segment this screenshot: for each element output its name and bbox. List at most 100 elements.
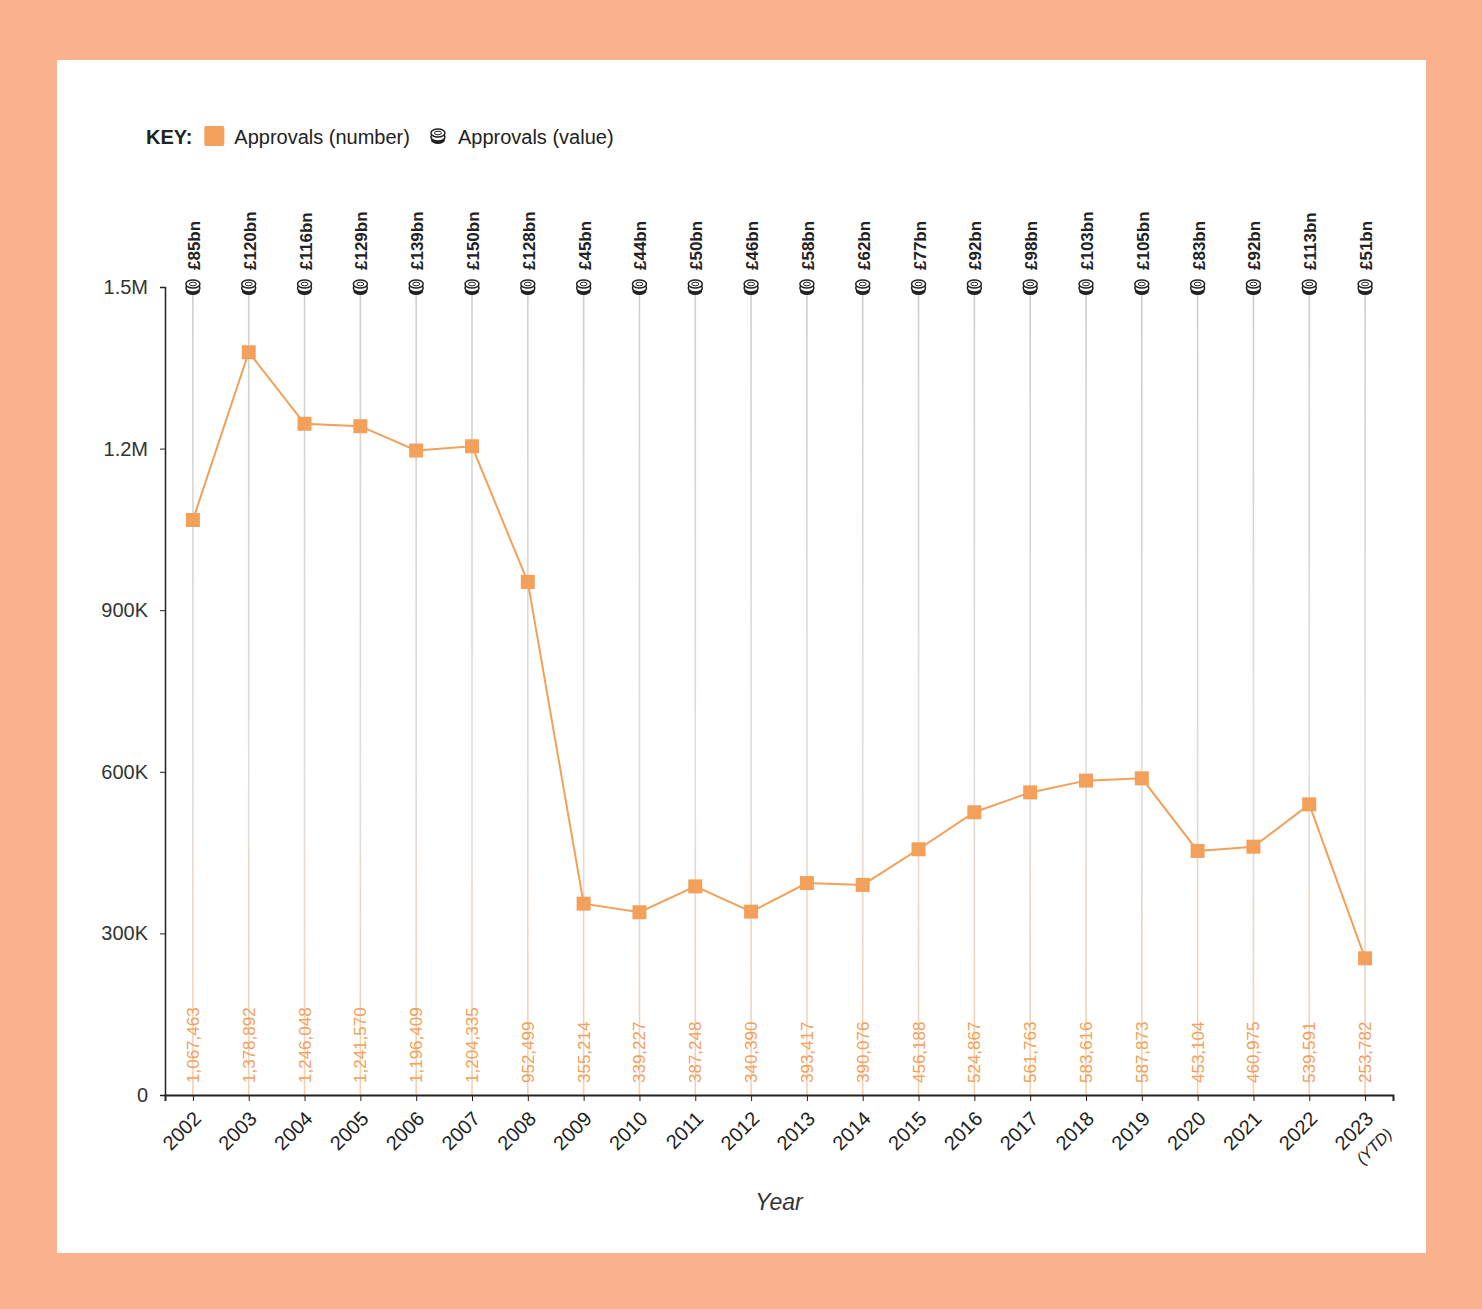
x-tick: 2009 [549, 1095, 596, 1154]
x-grid-line [862, 287, 864, 1095]
coin-part [636, 282, 643, 286]
data-label: 340,390 [742, 1022, 761, 1083]
legend-title: KEY: [146, 126, 192, 148]
value-coin [577, 280, 591, 295]
x-tick: 2007 [437, 1095, 484, 1154]
x-tick: 2002 [158, 1095, 205, 1154]
data-label: 587,873 [1133, 1022, 1152, 1083]
x-axis-line [166, 1096, 1394, 1102]
coin-part [431, 129, 445, 137]
x-tick-mark [1253, 1095, 1254, 1101]
x-grid-line [304, 287, 306, 1095]
value-coin [856, 280, 870, 295]
series-line [193, 352, 1365, 958]
coin-part [413, 282, 420, 286]
value-label: £105bn [1134, 211, 1153, 270]
x-tick: 2022 [1275, 1095, 1322, 1154]
x-tick-label: 2021 [1219, 1107, 1266, 1154]
x-grid-line [1253, 287, 1255, 1095]
coin-part [1302, 280, 1316, 288]
y-tick: 1.2M [104, 438, 165, 460]
x-tick-mark [919, 1095, 920, 1101]
x-tick: 2019 [1107, 1095, 1154, 1154]
data-label: 1,241,570 [351, 1007, 370, 1083]
value-label: £120bn [241, 211, 260, 270]
coin-part [803, 282, 810, 286]
data-label: 387,248 [686, 1022, 705, 1083]
x-tick-label: 2011 [662, 1107, 708, 1153]
value-coin [744, 280, 758, 295]
coin-part [1362, 282, 1369, 286]
coin-part [915, 282, 922, 286]
point-marker [1023, 785, 1037, 799]
x-grid-line [639, 287, 641, 1095]
x-tick-mark [1365, 1095, 1366, 1101]
data-label: 1,204,335 [463, 1007, 482, 1083]
x-tick: 2020 [1163, 1095, 1210, 1154]
point-marker [353, 419, 367, 433]
coin-part [245, 282, 252, 286]
x-tick: 2010 [605, 1095, 652, 1154]
x-tick-mark [751, 1095, 752, 1101]
point-marker [298, 417, 312, 431]
x-tick: 2008 [493, 1095, 540, 1154]
point-marker [186, 513, 200, 527]
value-label: £98bn [1022, 221, 1041, 270]
data-label: 1,196,409 [407, 1007, 426, 1083]
x-tick: 2011 [662, 1095, 708, 1153]
value-coin [632, 280, 646, 295]
x-tick: 2014 [828, 1095, 875, 1154]
x-tick-mark [416, 1095, 417, 1101]
x-grid-line [471, 287, 473, 1095]
x-tick-label: 2018 [1051, 1107, 1098, 1154]
data-label: 339,227 [630, 1022, 649, 1083]
legend-label: Approvals (number) [234, 126, 410, 148]
coin-part [692, 282, 699, 286]
value-coin [1302, 280, 1316, 295]
point-marker [632, 905, 646, 919]
y-tick: 600K [101, 761, 165, 783]
x-grid-line [1029, 287, 1031, 1095]
x-tick-mark [1086, 1095, 1087, 1101]
y-tick-mark [160, 1095, 165, 1096]
x-tick-label: 2020 [1163, 1107, 1210, 1154]
coin-part [189, 282, 196, 286]
x-tick-mark [193, 1095, 194, 1101]
coin-part [577, 280, 591, 288]
annotation: (YTD) [1353, 1125, 1395, 1167]
coin-part [298, 280, 312, 288]
value-label: £129bn [352, 211, 371, 270]
x-tick-label: 2017 [995, 1107, 1042, 1154]
value-label: £139bn [408, 211, 427, 270]
value-label: £45bn [576, 221, 595, 270]
y-axis: 0300K600K900K1.2M1.5M [101, 276, 165, 1106]
data-label: 355,214 [575, 1022, 594, 1083]
value-coin [353, 280, 367, 295]
value-coin [1079, 280, 1093, 295]
value-label: £113bn [1301, 212, 1320, 270]
data-label: 1,067,463 [184, 1007, 203, 1083]
x-tick-label: 2008 [493, 1107, 540, 1154]
y-tick: 0 [137, 1084, 165, 1106]
x-grid-line [360, 287, 362, 1095]
y-tick: 300K [101, 922, 165, 944]
point-marker [912, 842, 926, 856]
data-label: 583,616 [1077, 1022, 1096, 1083]
x-tick-mark [584, 1095, 585, 1101]
x-tick: 2005 [326, 1095, 373, 1154]
coin-part [967, 280, 981, 288]
value-coin [521, 280, 535, 295]
data-label: 539,591 [1300, 1022, 1319, 1083]
value-coin [242, 280, 256, 295]
coin-part [524, 282, 531, 286]
point-marker [521, 575, 535, 589]
value-label: £85bn [185, 221, 204, 270]
x-grid-line [192, 287, 194, 1095]
point-marker [1135, 771, 1149, 785]
x-tick: 2006 [381, 1095, 428, 1154]
point-marker [465, 439, 479, 453]
data-label: 561,763 [1021, 1022, 1040, 1083]
x-grid-line [1197, 287, 1199, 1095]
value-label: £128bn [520, 211, 539, 270]
coin-part [1191, 280, 1205, 288]
